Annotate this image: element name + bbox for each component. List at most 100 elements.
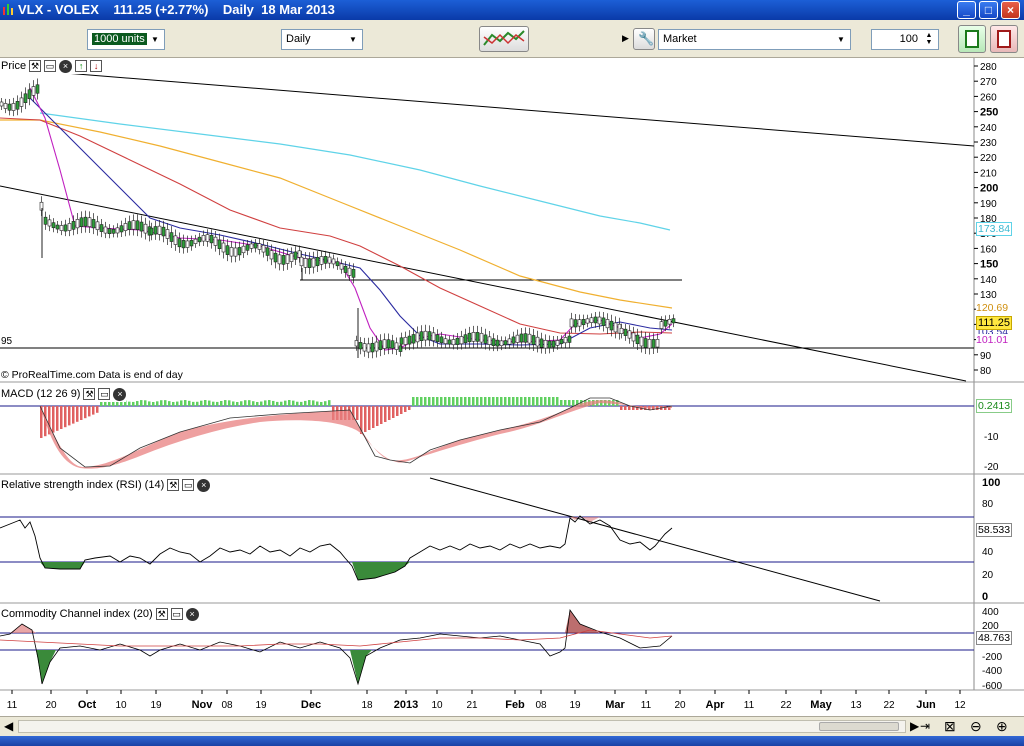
macd-histogram-bar bbox=[208, 400, 211, 406]
chart-canvas[interactable]: 2802702602502402302202102001901801701601… bbox=[0, 58, 1024, 716]
price-tick-label: 220 bbox=[980, 153, 997, 164]
chart-area[interactable]: 2802702602502402302202102001901801701601… bbox=[0, 58, 1024, 716]
macd-histogram-bar bbox=[164, 400, 167, 406]
buy-button[interactable] bbox=[958, 25, 986, 53]
macd-histogram-bar bbox=[200, 400, 203, 406]
window-icon[interactable]: ▭ bbox=[170, 608, 183, 620]
price-candle bbox=[193, 238, 198, 244]
price-candle bbox=[281, 255, 286, 265]
wrench-icon[interactable]: ⚒ bbox=[29, 60, 42, 72]
macd-histogram-bar bbox=[204, 400, 207, 406]
wrench-icon: 🔧 bbox=[638, 31, 655, 46]
close-button[interactable]: × bbox=[1001, 1, 1020, 19]
price-candle bbox=[573, 319, 578, 328]
x-axis-label: 08 bbox=[221, 700, 233, 711]
x-axis-label: 18 bbox=[361, 700, 373, 711]
macd-histogram-bar bbox=[112, 401, 115, 406]
maximize-button[interactable]: □ bbox=[979, 1, 998, 19]
macd-histogram-bar bbox=[576, 400, 579, 406]
price-candle bbox=[601, 317, 606, 326]
price-candle bbox=[423, 330, 428, 341]
move-down-icon[interactable]: ↓ bbox=[90, 60, 103, 72]
chart-style-button[interactable] bbox=[479, 26, 529, 52]
close-panel-icon[interactable]: × bbox=[59, 59, 73, 73]
units-select[interactable]: 1000 units ▼ bbox=[87, 29, 165, 50]
scroll-bar-row: ◀ ▶ ⇥ ⊠ ⊖ ⊕ bbox=[0, 716, 1024, 736]
quantity-stepper[interactable]: 100 ▲ ▼ bbox=[871, 29, 939, 50]
price-candle bbox=[527, 333, 532, 344]
period-select[interactable]: Daily ▼ bbox=[281, 29, 363, 50]
x-axis-label: 21 bbox=[466, 700, 478, 711]
price-candle bbox=[569, 318, 574, 328]
cci-tick-label: -200 bbox=[982, 652, 1002, 663]
move-up-icon[interactable]: ↑ bbox=[75, 60, 88, 72]
zoom-out-icon[interactable]: ⊖ bbox=[970, 718, 982, 734]
price-candle bbox=[241, 245, 246, 254]
price-tick-label: 150 bbox=[980, 259, 998, 271]
close-panel-icon[interactable]: × bbox=[113, 387, 127, 401]
window-icon[interactable]: ▭ bbox=[44, 60, 57, 72]
macd-histogram-bar bbox=[564, 400, 567, 406]
price-candle bbox=[619, 328, 624, 334]
macd-histogram bbox=[40, 397, 671, 438]
price-candle bbox=[165, 229, 170, 239]
macd-histogram-bar bbox=[264, 400, 267, 406]
cci-tick-label: -400 bbox=[982, 666, 1002, 677]
macd-panel-label: MACD (12 26 9) bbox=[1, 388, 81, 400]
macd-histogram-bar bbox=[416, 397, 419, 406]
zoom-in-icon[interactable]: ⊕ bbox=[996, 718, 1008, 734]
price-candle bbox=[237, 247, 242, 256]
macd-histogram-bar bbox=[400, 406, 403, 414]
scroll-end-icon[interactable]: ⇥ bbox=[920, 719, 931, 733]
macd-line bbox=[39, 397, 673, 468]
price-candle bbox=[311, 257, 316, 268]
close-panel-icon[interactable]: × bbox=[185, 607, 199, 621]
macd-histogram-bar bbox=[312, 400, 315, 406]
zoom-fit-icon[interactable]: ⊠ bbox=[944, 718, 956, 734]
macd-histogram-bar bbox=[116, 400, 119, 406]
price-candle bbox=[197, 236, 202, 243]
order-type-select[interactable]: Market ▼ bbox=[658, 29, 851, 50]
wrench-icon[interactable]: ⚒ bbox=[155, 608, 168, 620]
macd-histogram-bar bbox=[296, 401, 299, 406]
minimize-button[interactable]: _ bbox=[957, 1, 976, 19]
price-candle bbox=[107, 228, 112, 234]
window-icon[interactable]: ▭ bbox=[182, 479, 195, 491]
macd-histogram-bar bbox=[512, 397, 515, 406]
x-axis-label: 12 bbox=[954, 700, 966, 711]
price-candle bbox=[327, 256, 332, 264]
price-candle bbox=[71, 221, 76, 230]
price-candles bbox=[0, 78, 676, 359]
expand-arrow-icon[interactable]: ▶ bbox=[622, 33, 629, 43]
credit-text: © ProRealTime.com Data is end of day bbox=[1, 369, 183, 381]
price-candle bbox=[217, 239, 222, 250]
macd-histogram-bar bbox=[184, 400, 187, 406]
price-candle bbox=[362, 343, 367, 352]
scrollbar-thumb[interactable] bbox=[819, 722, 899, 731]
scroll-right-icon[interactable]: ▶ bbox=[910, 719, 920, 733]
price-candle bbox=[209, 234, 214, 244]
x-axis: 11 20 Oct 10 19 Nov 08 19 Dec 18 2013 10 21 Feb 08 19 Ma… bbox=[7, 690, 966, 711]
macd-histogram-bar bbox=[560, 400, 563, 406]
close-panel-icon[interactable]: × bbox=[197, 478, 211, 492]
scroll-left-icon[interactable]: ◀ bbox=[4, 719, 14, 733]
price-candle bbox=[459, 336, 464, 345]
scrollbar-track[interactable] bbox=[18, 720, 906, 733]
price-candle bbox=[539, 338, 544, 348]
macd-histogram-bar bbox=[516, 397, 519, 406]
macd-histogram-bar bbox=[92, 406, 95, 415]
price-candle bbox=[249, 243, 254, 249]
window-icon[interactable]: ▭ bbox=[98, 388, 111, 400]
macd-histogram-bar bbox=[572, 400, 575, 406]
x-axis-label: Mar bbox=[605, 699, 625, 711]
macd-histogram-bar bbox=[176, 401, 179, 406]
wrench-icon[interactable]: ⚒ bbox=[167, 479, 180, 491]
price-candle bbox=[378, 340, 383, 350]
x-axis-label: Dec bbox=[301, 699, 321, 711]
wrench-button[interactable]: 🔧 bbox=[633, 28, 655, 50]
macd-histogram-bar bbox=[396, 406, 399, 416]
price-candle bbox=[343, 265, 348, 273]
sell-button[interactable] bbox=[990, 25, 1018, 53]
stepper-arrows-icon[interactable]: ▲ ▼ bbox=[925, 32, 933, 46]
wrench-icon[interactable]: ⚒ bbox=[83, 388, 96, 400]
